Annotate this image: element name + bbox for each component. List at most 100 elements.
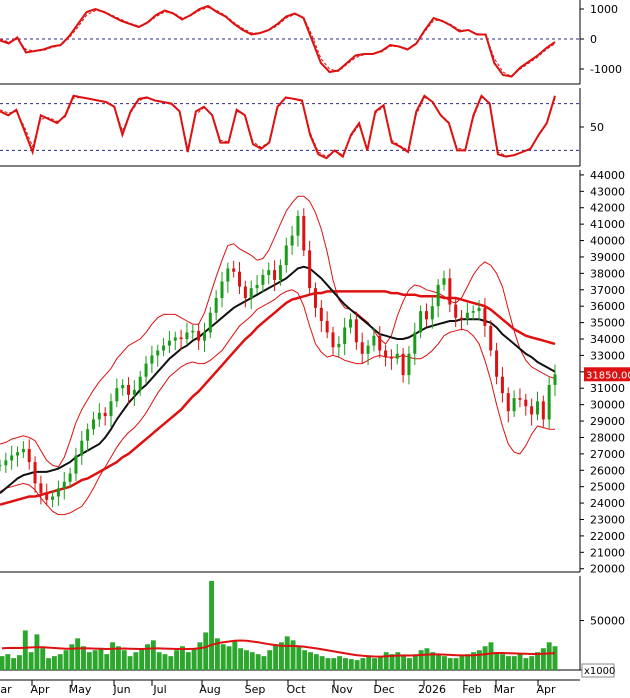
candle-body — [138, 376, 142, 390]
volume-bar — [40, 648, 46, 670]
month-label: Jun — [112, 683, 130, 696]
candle-body — [483, 307, 487, 326]
candle-body — [430, 306, 434, 320]
candle-body — [547, 384, 551, 420]
volume-bar — [0, 656, 5, 670]
candle-body — [214, 297, 218, 313]
volume-bar — [523, 658, 529, 670]
volume-bar — [34, 634, 40, 670]
price-tick-label: 39000 — [590, 251, 625, 264]
volume-bar — [226, 646, 232, 670]
volume-bar — [313, 654, 319, 670]
volume-bar — [232, 640, 238, 670]
candle-body — [68, 473, 72, 482]
candle-body — [535, 401, 539, 415]
candle-body — [191, 330, 195, 333]
candle-body — [477, 307, 481, 312]
candle-body — [465, 312, 469, 320]
candle-body — [413, 332, 417, 354]
volume-bar — [145, 644, 150, 670]
volume-bar — [430, 652, 436, 670]
volume-bar — [348, 659, 354, 670]
candle-body — [33, 462, 37, 484]
candle-body — [407, 353, 411, 376]
candle-body — [506, 393, 510, 412]
volume-bar — [319, 656, 325, 670]
candle-body — [284, 245, 288, 266]
volume-bar — [372, 658, 378, 670]
volume-tick-label: 50000 — [590, 615, 625, 628]
month-label: Sep — [245, 683, 266, 696]
candle-body — [378, 335, 382, 351]
candle-body — [419, 311, 423, 333]
month-label: Apr — [30, 683, 50, 696]
month-label: May — [69, 683, 92, 696]
candle-body — [74, 455, 78, 474]
last-price-badge — [584, 367, 630, 382]
moving-average-slow — [0, 290, 556, 506]
volume-bar — [86, 652, 92, 670]
price-tick-label: 27000 — [590, 448, 625, 461]
candle-body — [261, 275, 265, 285]
candle-body — [255, 284, 259, 289]
volume-bar — [488, 642, 494, 670]
volume-bar — [482, 646, 488, 670]
candle-body — [56, 488, 60, 497]
price-tick-label: 41000 — [590, 218, 625, 231]
volume-bar — [209, 580, 215, 670]
candle-body — [208, 312, 212, 333]
candle-body — [109, 401, 113, 417]
volume-bar — [424, 648, 430, 670]
candle-body — [401, 353, 405, 376]
volume-bar — [168, 656, 174, 670]
volume-panel: 500000x1000 — [0, 576, 625, 678]
volume-units-label: x1000 — [584, 666, 615, 677]
price-tick-label: 22000 — [590, 530, 625, 543]
candle-body — [553, 374, 557, 385]
volume-bar — [500, 654, 506, 670]
candle-body — [62, 481, 66, 489]
volume-bar — [174, 650, 180, 670]
candle-body — [495, 350, 499, 377]
candle-body — [500, 376, 504, 394]
volume-bar — [389, 654, 395, 670]
price-tick-label: 21000 — [590, 546, 625, 559]
volume-bar — [407, 658, 412, 670]
candle-body — [45, 493, 49, 500]
stochastic-k-line — [0, 94, 556, 160]
candle-body — [489, 325, 493, 351]
month-label: Aug — [199, 683, 220, 696]
volume-bar — [465, 654, 471, 670]
candle-body — [232, 268, 236, 272]
volume-bar — [28, 652, 34, 670]
volume-bar — [92, 650, 98, 670]
candle-body — [372, 335, 376, 346]
candle-body — [220, 281, 224, 298]
price-tick-label: 40000 — [590, 235, 625, 248]
oscillator-tick-label: 0 — [590, 33, 597, 46]
volume-bar — [535, 652, 540, 670]
volume-bar — [296, 646, 302, 670]
volume-moving-average — [1, 639, 556, 658]
volume-bar — [22, 630, 28, 670]
volume-bar — [104, 654, 110, 670]
volume-bar — [273, 644, 279, 670]
month-label: Jul — [152, 683, 166, 696]
candle-body — [460, 317, 464, 320]
candle-body — [243, 286, 247, 298]
volume-bar — [476, 650, 482, 670]
candle-body — [185, 332, 189, 340]
candle-body — [448, 278, 452, 305]
volume-bar — [150, 640, 156, 670]
candle-body — [179, 337, 183, 340]
candle-body — [173, 337, 177, 341]
month-label: Nov — [331, 683, 353, 696]
bollinger-upper-band — [0, 195, 556, 468]
candle-body — [80, 440, 84, 456]
volume-bar — [139, 648, 145, 670]
candle-body — [518, 398, 522, 400]
candle-body — [471, 311, 475, 313]
price-tick-label: 28000 — [590, 431, 625, 444]
volume-bar — [220, 644, 226, 670]
